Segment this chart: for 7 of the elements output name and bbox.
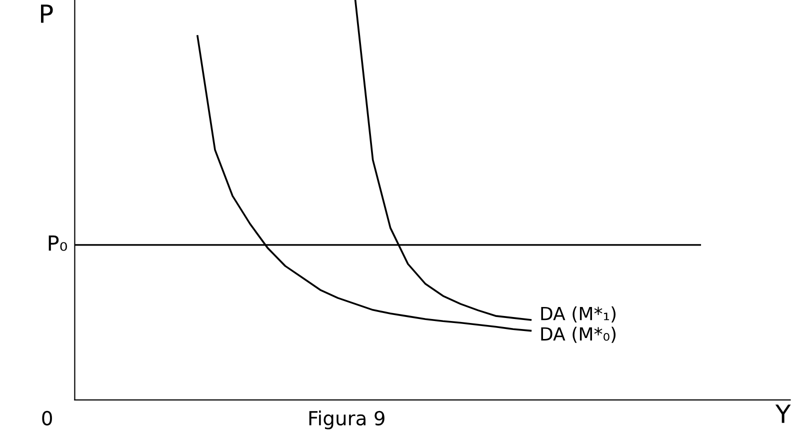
- text: 0: [42, 410, 52, 426]
- ref-line-label: P₀: [48, 236, 67, 251]
- x-axis-title: Y: [775, 404, 791, 423]
- text: Figura 9: [309, 410, 384, 430]
- y-axis-title: P: [41, 4, 53, 23]
- series-label: DA (M*₁): [541, 306, 616, 322]
- series-label: DA (M*₀): [541, 326, 616, 343]
